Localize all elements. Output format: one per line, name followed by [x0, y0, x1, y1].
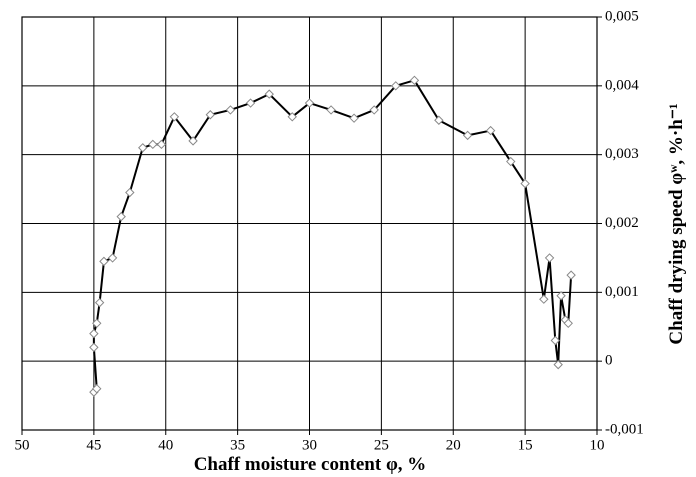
- x-tick-label: 45: [86, 437, 101, 453]
- x-tick-label: 40: [158, 437, 173, 453]
- data-point: [550, 335, 561, 346]
- data-point: [92, 318, 102, 329]
- y-tick-label: 0,004: [605, 77, 639, 93]
- x-axis-title: Chaff moisture content φ, %: [194, 454, 427, 475]
- data-point: [89, 342, 99, 353]
- data-point: [369, 105, 379, 115]
- data-point: [434, 115, 444, 125]
- y-axis-title: Chaff drying speed φʷ, %·h⁻¹: [666, 103, 687, 344]
- data-point: [287, 112, 297, 122]
- x-tick-label: 20: [446, 437, 461, 453]
- data-point: [89, 328, 99, 339]
- data-point: [148, 139, 158, 150]
- data-point: [326, 105, 336, 115]
- data-point: [349, 113, 359, 123]
- data-point: [556, 291, 566, 301]
- data-point: [156, 139, 167, 150]
- y-tick-label: -0,001: [605, 421, 644, 437]
- data-point: [188, 136, 198, 146]
- x-tick-label: 25: [374, 437, 389, 453]
- data-point: [169, 112, 180, 122]
- data-point: [544, 253, 555, 263]
- x-tick-label: 35: [230, 437, 245, 453]
- data-point: [520, 178, 530, 189]
- data-point: [138, 143, 148, 153]
- x-tick-label: 30: [302, 437, 317, 453]
- data-point: [409, 75, 420, 86]
- y-tick-label: 0,005: [605, 8, 639, 24]
- plot-frame: [21, 16, 598, 431]
- data-point: [205, 110, 216, 120]
- data-point: [245, 98, 256, 108]
- data-point: [566, 270, 576, 280]
- y-tick-label: 0,001: [605, 284, 639, 300]
- data-point: [94, 297, 105, 308]
- data-point: [563, 318, 573, 329]
- data-point: [539, 294, 549, 304]
- data-point: [125, 187, 135, 198]
- data-point: [225, 105, 236, 115]
- data-point: [304, 98, 315, 108]
- data-point: [99, 256, 109, 267]
- y-tick-label: 0,003: [605, 146, 639, 162]
- data-point: [107, 253, 118, 263]
- data-point: [485, 125, 496, 136]
- data-point: [264, 89, 274, 99]
- data-point: [116, 211, 126, 222]
- y-tick-label: 0,002: [605, 215, 639, 231]
- x-tick-label: 10: [590, 437, 605, 453]
- data-point: [553, 359, 563, 370]
- y-tick-label: 0: [605, 353, 613, 369]
- x-tick-label: 50: [15, 437, 30, 453]
- data-point: [462, 130, 473, 141]
- data-point: [391, 81, 401, 91]
- x-tick-label: 15: [518, 437, 533, 453]
- data-point: [506, 156, 516, 167]
- data-point: [92, 383, 102, 394]
